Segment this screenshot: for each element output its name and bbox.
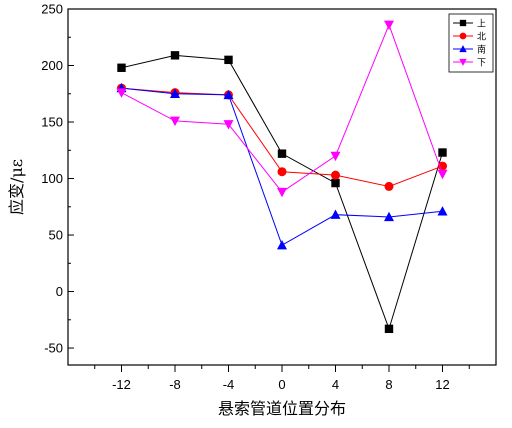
legend-label: 北 [477,32,486,43]
series-2 [117,83,447,191]
data-point [384,20,394,31]
data-point [331,178,340,188]
series-4 [116,20,448,198]
data-point [331,170,340,180]
data-point [437,206,448,216]
legend-label: 下 [477,59,486,69]
legend-label: 南 [477,44,486,56]
data-point [170,116,180,127]
x-axis-title: 悬索管道位置分布 [218,399,346,418]
legend-item: 上 [453,19,486,30]
x-tick-label: 4 [332,377,339,392]
y-tick-label: 100 [41,171,63,186]
legend-marker [459,45,467,53]
data-point [384,181,394,191]
data-point [277,149,287,158]
data-point [277,187,287,198]
data-point [330,151,341,162]
y-tick-label: 250 [41,2,63,17]
x-tick-label: 0 [278,377,285,392]
data-point [384,211,394,222]
y-tick-label: 200 [41,58,63,73]
legend-item: 南 [453,44,486,56]
x-tick-label: -8 [169,377,181,392]
legend-marker [459,32,467,40]
series-line [121,87,443,246]
data-point [116,88,127,98]
data-point [223,89,234,100]
data-point [277,167,287,177]
y-axis-title: 应变/με [7,159,26,215]
data-point [438,148,447,157]
data-point [224,55,233,65]
data-point [330,209,341,219]
legend-item: 北 [453,32,486,43]
series-line [121,23,443,193]
series-3 [116,82,448,250]
series-1 [117,51,447,334]
x-tick-label: 12 [435,377,449,392]
legend-marker [459,58,467,66]
legend-item: 下 [453,59,486,69]
data-point [384,324,394,334]
data-point [170,88,180,98]
legend-marker [459,19,467,27]
data-point [117,63,126,72]
y-tick-label: 150 [41,115,63,130]
y-tick-label: -50 [44,341,63,356]
data-point [437,169,448,180]
x-tick-label: 8 [385,377,392,392]
data-point [277,240,287,250]
x-tick-label: -4 [223,377,235,392]
y-tick-label: 50 [49,228,63,243]
legend-label: 上 [477,19,486,30]
x-tick-label: -12 [112,377,131,392]
y-tick-label: 0 [56,284,63,299]
data-point [223,120,234,130]
data-point [170,51,180,60]
